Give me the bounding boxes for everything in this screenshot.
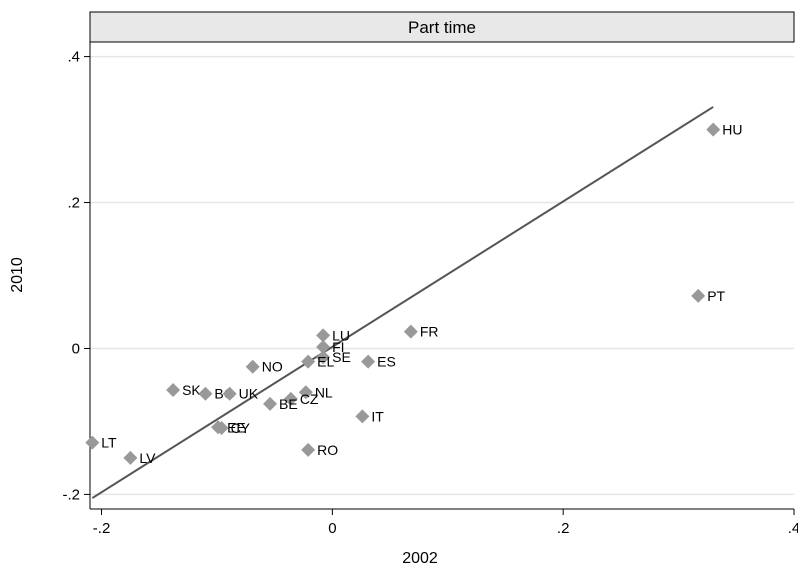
y-tick-label: .4 (67, 49, 80, 66)
panel-title: Part time (408, 18, 476, 37)
data-point-lt: LT (85, 435, 117, 451)
x-tick-label: -.2 (93, 520, 111, 537)
y-axis-title: 2010 (9, 257, 26, 293)
data-point-lv: LV (123, 450, 156, 466)
point-marker (298, 385, 313, 400)
point-label: EE (227, 419, 246, 435)
data-point-se: SE (316, 349, 351, 365)
point-marker (706, 122, 721, 137)
point-marker (198, 386, 213, 401)
point-label: BE (279, 396, 298, 412)
y-tick-label: 0 (72, 340, 80, 357)
data-point-hu: HU (706, 122, 742, 138)
point-label: SE (332, 349, 351, 365)
point-label: LT (101, 435, 117, 451)
x-tick-label: .4 (788, 520, 798, 537)
point-label: FI (332, 339, 344, 355)
point-marker (316, 340, 331, 355)
point-label: HU (722, 122, 742, 138)
point-marker (263, 396, 278, 411)
point-label: UK (239, 386, 259, 402)
point-marker (403, 324, 418, 339)
fit-line (91, 106, 714, 499)
data-point-uk: UK (222, 386, 259, 402)
point-label: CZ (300, 391, 319, 407)
point-marker (361, 354, 376, 369)
point-marker (301, 354, 316, 369)
point-label: FR (420, 324, 439, 340)
data-point-el: EL (301, 354, 334, 370)
point-marker (85, 435, 100, 450)
data-point-be: BE (263, 396, 298, 412)
point-label: LU (332, 327, 350, 343)
fit-line-group (91, 106, 714, 499)
point-label: RO (317, 442, 338, 458)
point-label: NL (315, 384, 333, 400)
data-point-es: ES (361, 354, 396, 370)
x-axis-ticks: -.2 0 .2 .4 (93, 509, 798, 537)
point-label: PT (707, 288, 725, 304)
point-marker (301, 442, 316, 457)
point-label: ES (377, 354, 396, 370)
point-marker (316, 350, 331, 365)
point-marker (691, 288, 706, 303)
y-tick-label: -.2 (62, 486, 80, 503)
point-marker (166, 383, 181, 398)
gridlines (90, 55, 794, 496)
y-axis-ticks: -.2 0 .2 .4 (62, 49, 90, 503)
point-marker (123, 450, 138, 465)
x-tick-label: .2 (557, 520, 570, 537)
data-point-pt: PT (691, 288, 726, 304)
data-point-fi: FI (316, 339, 345, 355)
point-label: IT (371, 408, 384, 424)
point-label: SK (182, 382, 201, 398)
point-marker (245, 359, 260, 374)
panel-title-strip (89, 11, 795, 43)
data-point-no: NO (245, 359, 283, 375)
point-label: NO (262, 359, 283, 375)
point-label: EL (317, 354, 334, 370)
data-point-sk: SK (166, 382, 201, 398)
x-tick-label: 0 (328, 520, 336, 537)
data-point-cy: CY (214, 420, 251, 436)
data-point-ro: RO (301, 442, 338, 458)
data-point-cz: CZ (283, 391, 319, 407)
y-tick-label: .2 (67, 195, 80, 212)
point-label: CY (231, 420, 251, 436)
point-marker (355, 409, 370, 424)
data-point-it: IT (355, 408, 384, 424)
data-point-lu: LU (316, 327, 350, 343)
data-point-nl: NL (298, 384, 333, 400)
point-label: LV (139, 450, 156, 466)
point-marker (283, 391, 298, 406)
data-point-fr: FR (403, 324, 439, 340)
data-points: HUPTFRLUFISEELESNOSKBGUKNLCZBEITEECYROLT… (85, 122, 742, 466)
point-marker (316, 328, 331, 343)
x-axis-title: 2002 (402, 550, 438, 567)
point-marker (214, 421, 229, 436)
point-marker (222, 386, 237, 401)
